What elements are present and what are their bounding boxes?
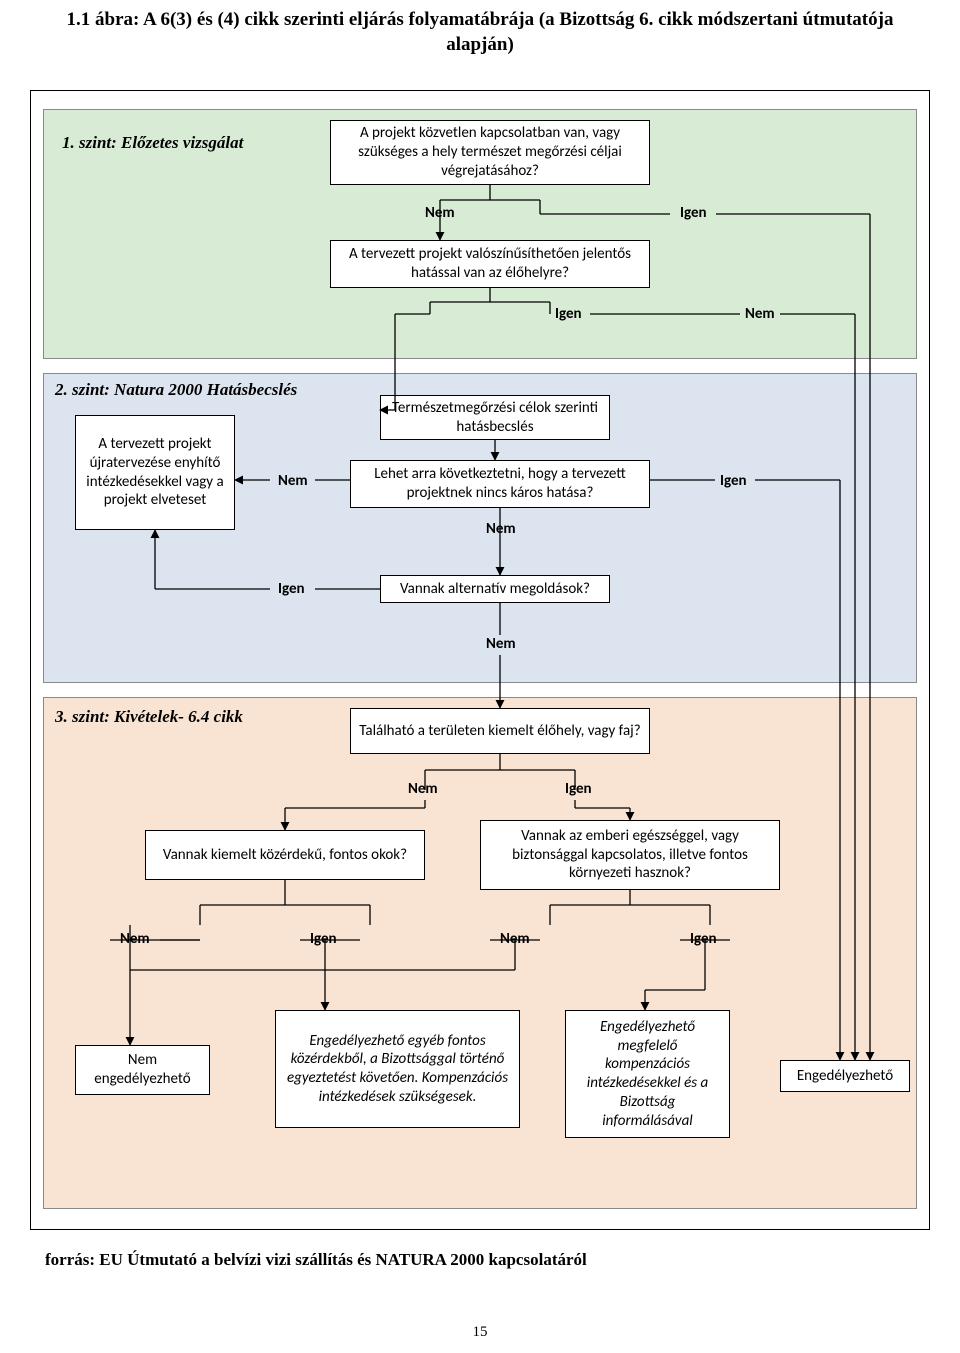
edge-label-nem-5: Nem [486, 635, 516, 653]
node-no-adverse: Lehet arra következtetni, hogy a terveze… [350, 460, 650, 508]
edge-label-nem-3: Nem [278, 472, 308, 490]
figure-title: 1.1 ábra: A 6(3) és (4) cikk szerinti el… [50, 8, 910, 57]
node-auth-consult: Engedélyezhető egyéb fontos közérdekből,… [275, 1010, 520, 1128]
edge-label-igen-4: Igen [278, 580, 305, 598]
edge-label-nem-1: Nem [425, 204, 455, 222]
node-health-safety: Vannak az emberi egészséggel, vagy bizto… [480, 820, 780, 890]
node-conservation-assessment: Természetmegőrzési célok szerinti hatásb… [380, 395, 610, 440]
node-significant-effect: A tervezett projekt valószínűsíthetően j… [330, 240, 650, 288]
page-number: 15 [0, 1324, 960, 1341]
edge-label-igen-1: Igen [680, 204, 707, 222]
level-1-label: 1. szint: Előzetes vizsgálat [62, 133, 243, 153]
node-public-interest: Vannak kiemelt közérdekű, fontos okok? [145, 830, 425, 880]
edge-label-nem-6: Nem [408, 780, 438, 798]
page: 1.1 ábra: A 6(3) és (4) cikk szerinti el… [0, 0, 960, 1353]
edge-label-nem-4: Nem [486, 520, 516, 538]
node-auth-compensate: Engedélyezhető megfelelő kompenzációs in… [565, 1010, 730, 1138]
edge-label-igen-6: Igen [310, 930, 337, 948]
node-direct-connection: A projekt közvetlen kapcsolatban van, va… [330, 120, 650, 185]
node-authorized: Engedélyezhető [780, 1060, 910, 1092]
edge-label-igen-2: Igen [555, 305, 582, 323]
level-2-label: 2. szint: Natura 2000 Hatásbecslés [55, 380, 297, 400]
node-not-authorized: Nem engedélyezhető [75, 1045, 210, 1095]
level-3-label: 3. szint: Kivételek- 6.4 cikk [55, 707, 243, 727]
edge-label-nem-2: Nem [745, 305, 775, 323]
node-redesign: A tervezett projekt újratervezése enyhít… [75, 415, 235, 530]
panel-level-3 [43, 697, 917, 1209]
node-priority-habitat: Található a területen kiemelt élőhely, v… [350, 708, 650, 754]
node-alternatives: Vannak alternatív megoldások? [380, 575, 610, 603]
edge-label-igen-5: Igen [565, 780, 592, 798]
edge-label-nem-8: Nem [500, 930, 530, 948]
edge-label-igen-7: Igen [690, 930, 717, 948]
figure-source: forrás: EU Útmutató a belvízi vizi száll… [45, 1250, 587, 1270]
edge-label-nem-7: Nem [120, 930, 150, 948]
edge-label-igen-3: Igen [720, 472, 747, 490]
